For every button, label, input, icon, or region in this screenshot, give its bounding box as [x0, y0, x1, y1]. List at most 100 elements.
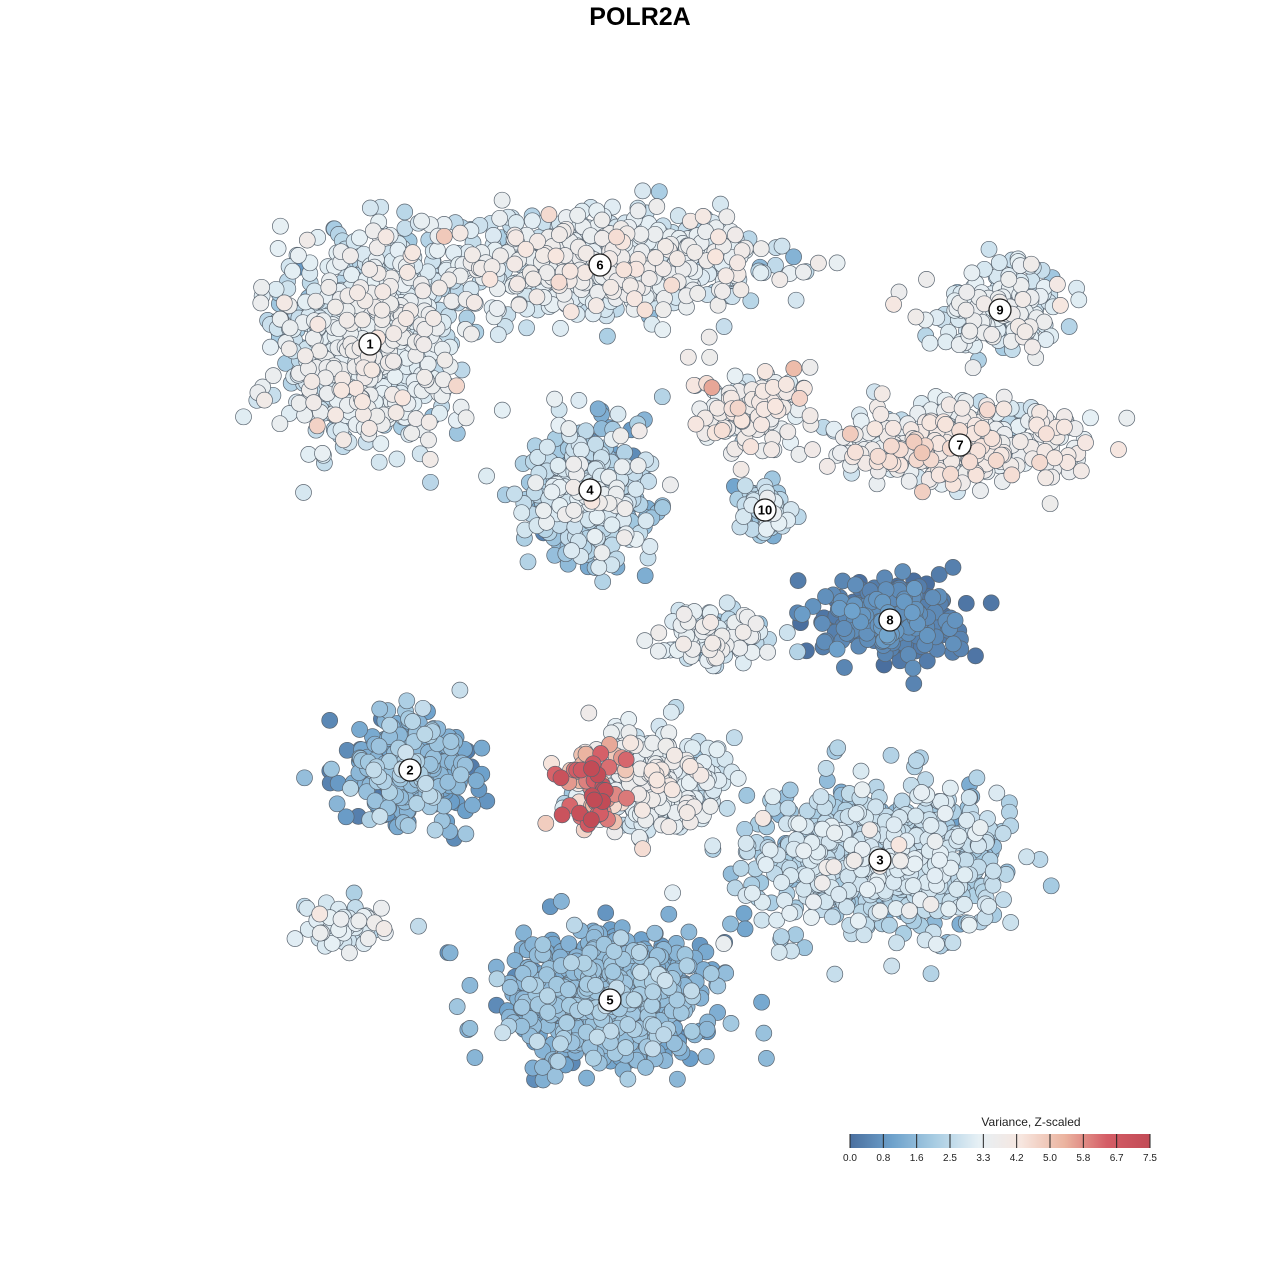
data-point — [473, 739, 491, 757]
data-point — [630, 944, 648, 961]
data-point — [885, 816, 903, 834]
data-point — [778, 624, 796, 641]
data-point — [968, 769, 986, 787]
data-point — [559, 981, 577, 999]
data-point — [683, 982, 700, 1000]
data-point — [578, 1069, 595, 1087]
data-point — [669, 1070, 686, 1088]
data-point — [627, 480, 645, 498]
data-point — [882, 746, 900, 764]
data-point — [817, 760, 835, 777]
data-point — [764, 788, 782, 806]
data-point — [342, 780, 359, 797]
data-point — [636, 632, 654, 649]
data-point — [738, 787, 756, 804]
data-point — [506, 485, 523, 503]
data-point — [284, 262, 301, 280]
data-point — [546, 390, 563, 408]
data-point — [830, 886, 848, 903]
data-point — [789, 572, 807, 589]
data-point — [944, 559, 962, 576]
data-point — [1042, 877, 1060, 895]
data-point — [513, 998, 531, 1016]
data-point — [853, 781, 871, 799]
data-point — [442, 733, 460, 750]
data-point — [570, 392, 588, 409]
data-point — [795, 842, 813, 860]
data-point — [906, 580, 923, 597]
data-point — [722, 915, 739, 933]
data-point — [940, 900, 958, 918]
data-point — [549, 1052, 567, 1070]
data-point — [597, 904, 615, 922]
data-point — [990, 254, 1008, 271]
data-point — [826, 965, 844, 983]
data-point — [735, 905, 753, 922]
data-point — [341, 944, 358, 962]
data-point — [323, 760, 340, 778]
data-point — [718, 800, 736, 817]
data-point — [744, 884, 761, 902]
data-point — [678, 957, 696, 975]
data-point — [919, 627, 936, 644]
chart-title: POLR2A — [589, 3, 691, 31]
data-point — [566, 916, 583, 934]
data-point — [650, 183, 668, 201]
data-point — [787, 291, 805, 309]
data-point — [737, 834, 755, 852]
data-point — [816, 633, 833, 651]
data-point — [491, 209, 509, 227]
data-point — [718, 594, 736, 612]
data-point — [926, 867, 944, 885]
data-point — [835, 620, 853, 637]
data-point — [781, 781, 799, 799]
data-point — [422, 473, 439, 491]
data-point — [644, 983, 662, 1001]
data-point — [732, 860, 750, 877]
data-point — [698, 1020, 716, 1038]
data-point — [518, 319, 535, 337]
data-point — [963, 264, 981, 282]
data-point — [950, 827, 968, 845]
data-point — [773, 237, 791, 255]
data-point — [847, 576, 864, 594]
data-point — [636, 567, 654, 585]
data-point — [527, 474, 545, 492]
data-point — [803, 909, 820, 926]
data-point — [397, 744, 415, 761]
data-point — [410, 917, 427, 935]
data-point — [664, 884, 681, 902]
data-point — [488, 300, 506, 317]
data-point — [967, 647, 984, 665]
data-point — [585, 1049, 602, 1067]
data-point — [603, 516, 621, 534]
data-point — [371, 808, 389, 825]
data-point — [262, 338, 279, 356]
data-point — [426, 821, 444, 839]
data-point — [361, 199, 379, 217]
data-point — [1060, 318, 1078, 335]
data-point — [836, 659, 853, 676]
data-point — [928, 935, 945, 953]
data-point — [429, 241, 446, 259]
data-point — [549, 457, 567, 474]
data-point — [321, 712, 339, 729]
data-point — [906, 855, 924, 873]
data-point — [793, 605, 811, 623]
data-point — [984, 862, 1002, 880]
data-point — [715, 935, 733, 952]
data-point — [888, 934, 905, 952]
data-point — [519, 553, 537, 571]
data-point — [625, 991, 643, 1009]
data-point — [1070, 291, 1088, 309]
data-point — [660, 905, 678, 923]
data-point — [370, 453, 388, 471]
data-point — [493, 401, 511, 419]
data-point — [295, 484, 312, 501]
data-point — [513, 504, 531, 522]
data-point — [461, 977, 479, 994]
data-point — [903, 604, 921, 621]
data-point — [798, 867, 816, 885]
data-point — [697, 1048, 715, 1065]
